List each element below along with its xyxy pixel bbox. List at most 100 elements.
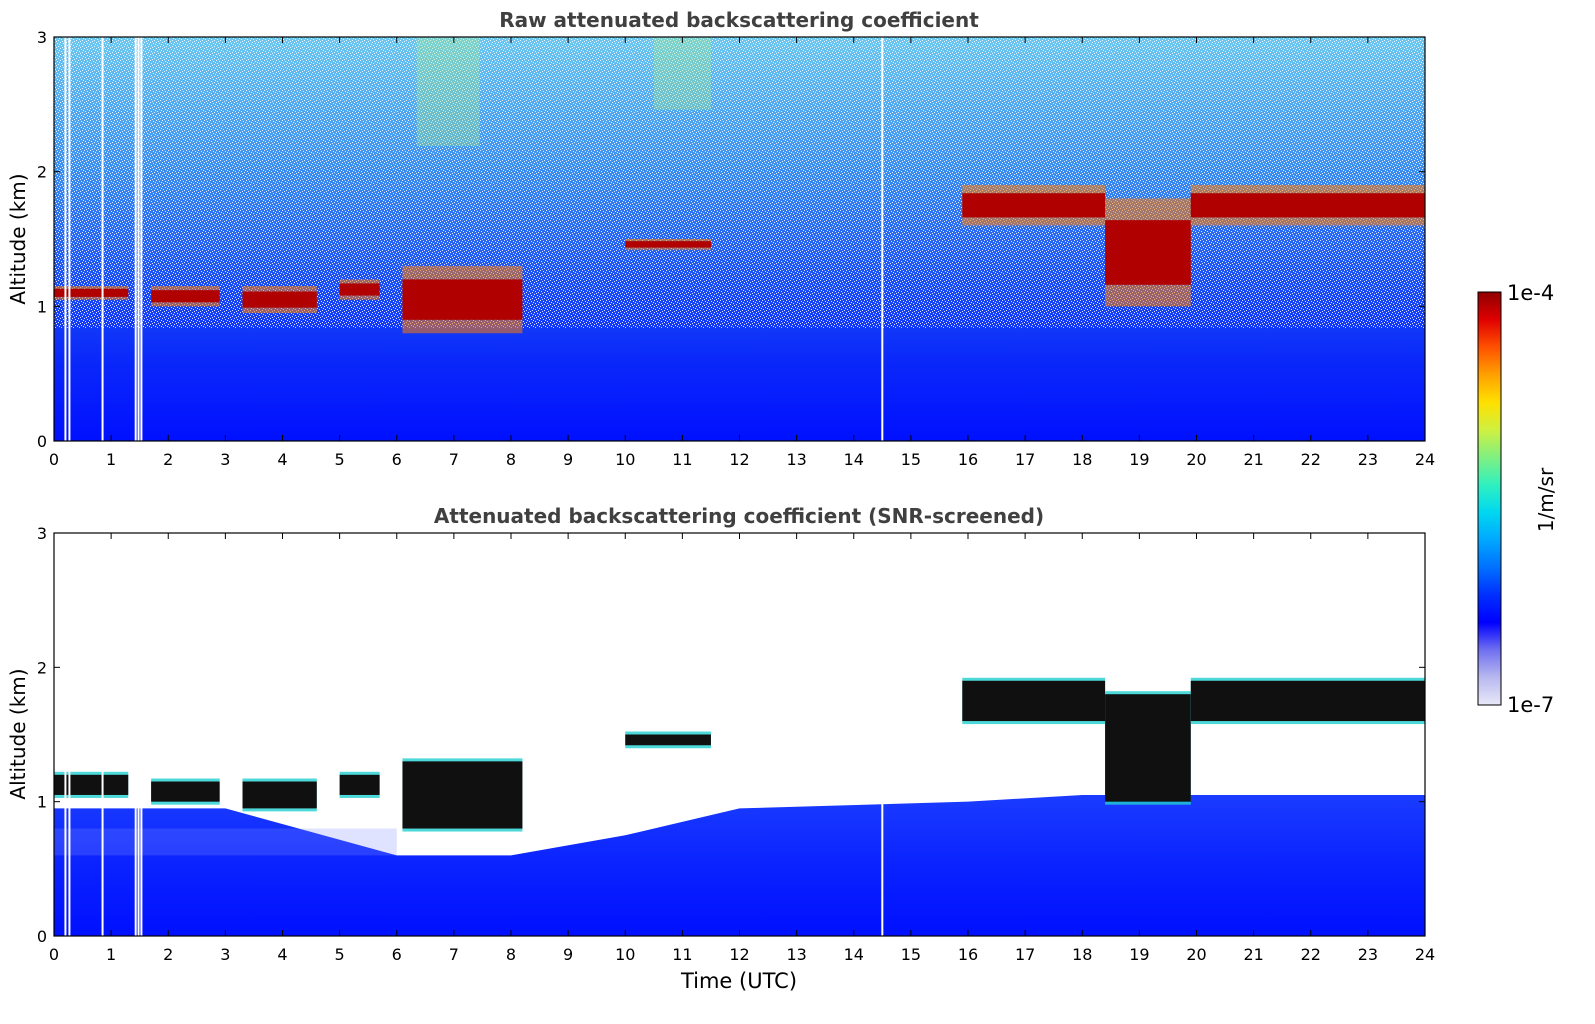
aerosol-band (54, 828, 397, 856)
x-tick-label: 8 (506, 945, 516, 964)
x-tick-label: 11 (672, 945, 692, 964)
data-gap (134, 533, 137, 936)
data-gap (68, 533, 71, 936)
data-gap (101, 37, 104, 441)
x-tick-label: 18 (1072, 945, 1092, 964)
x-tick-label: 15 (901, 945, 921, 964)
x-tick-label: 2 (163, 945, 173, 964)
y-tick-label: 3 (37, 28, 47, 47)
raw-backscatter-panel: 0 1 2 3 4 5 6 7 8 9 10 11 12 13 14 15 16 17 18 19 20 21 22 23 24… (37, 28, 1435, 469)
x-tick-label: 16 (958, 945, 978, 964)
x-tick-label: 19 (1129, 450, 1149, 469)
cloud-layer (54, 288, 129, 297)
x-tick-label: 19 (1129, 945, 1149, 964)
cloud-layer (242, 781, 317, 809)
x-tick-label: 22 (1301, 450, 1321, 469)
x-tick-label: 17 (1015, 945, 1035, 964)
x-tick-label: 0 (49, 450, 59, 469)
x-tick-label: 17 (1015, 450, 1035, 469)
screened-panel-ylabel: Altitude (km) (6, 668, 30, 799)
x-tick-label: 20 (1186, 450, 1206, 469)
screened-backscatter-panel: 0 1 2 3 4 5 6 7 8 9 10 11 12 13 14 15 16 17 18 19 20 21 22 23 24… (37, 524, 1435, 964)
x-tick-label: 1 (106, 945, 116, 964)
cloud-layer (1105, 220, 1191, 285)
x-tick-label: 14 (844, 945, 864, 964)
x-tick-label: 8 (506, 450, 516, 469)
screened-panel-title: Attenuated backscattering coefficient (S… (434, 504, 1044, 528)
x-tick-label: 6 (392, 945, 402, 964)
data-gap (137, 533, 140, 936)
x-tick-label: 3 (220, 945, 230, 964)
noise-speckle (54, 37, 1425, 328)
x-tick-label: 13 (786, 945, 806, 964)
shared-xlabel: Time (UTC) (680, 969, 797, 993)
colorbar: 1e-4 1e-7 1/m/sr (1477, 281, 1558, 717)
x-tick-label: 18 (1072, 450, 1092, 469)
x-tick-label: 1 (106, 450, 116, 469)
x-tick-label: 22 (1301, 945, 1321, 964)
x-tick-label: 9 (563, 945, 573, 964)
cloud-layer (54, 774, 129, 795)
x-tick-label: 0 (49, 945, 59, 964)
x-tick-label: 14 (844, 450, 864, 469)
data-gap (68, 37, 71, 441)
heatmap-field (54, 37, 1425, 441)
raw-panel-ylabel: Altitude (km) (6, 173, 30, 304)
x-tick-label: 12 (729, 945, 749, 964)
x-tick-label: 23 (1358, 945, 1378, 964)
x-tick-label: 3 (220, 450, 230, 469)
x-tick-label: 24 (1415, 450, 1435, 469)
x-tick-label: 4 (277, 450, 287, 469)
cloud-layer (625, 734, 711, 746)
y-tick-label: 0 (37, 927, 47, 946)
x-tick-label: 13 (786, 450, 806, 469)
data-gap (140, 533, 143, 936)
x-tick-label: 23 (1358, 450, 1378, 469)
x-tick-label: 4 (277, 945, 287, 964)
cloud-layer (242, 291, 317, 308)
cloud-layer (962, 193, 1106, 218)
cloud-layer (962, 680, 1106, 722)
cloud-layer (339, 774, 380, 795)
raw-panel-title: Raw attenuated backscattering coefficien… (499, 8, 979, 32)
cloud-layer (1190, 680, 1425, 722)
data-gap (881, 37, 884, 441)
y-tick-label: 1 (37, 793, 47, 812)
cloud-layer (1105, 694, 1191, 802)
data-gap (64, 533, 67, 936)
heatmap-field (54, 533, 1425, 936)
data-gap (134, 37, 137, 441)
x-tick-label: 10 (615, 945, 635, 964)
cloud-layer (402, 279, 523, 320)
colorbar-max-label: 1e-4 (1507, 281, 1554, 305)
y-tick-label: 3 (37, 524, 47, 543)
y-tick-label: 2 (37, 163, 47, 182)
x-tick-label: 5 (335, 450, 345, 469)
data-gap (101, 533, 104, 936)
colorbar-min-label: 1e-7 (1507, 693, 1554, 717)
x-tick-label: 16 (958, 450, 978, 469)
x-tick-label: 24 (1415, 945, 1435, 964)
y-tick-label: 0 (37, 432, 47, 451)
data-gap (140, 37, 143, 441)
x-tick-label: 10 (615, 450, 635, 469)
x-tick-label: 7 (449, 945, 459, 964)
x-tick-label: 12 (729, 450, 749, 469)
cloud-layer (402, 761, 523, 829)
cloud-layer (625, 241, 711, 248)
boundary-layer-signal (54, 794, 1425, 936)
x-tick-label: 20 (1186, 945, 1206, 964)
colorbar-gradient (1477, 291, 1502, 706)
data-gap (881, 533, 884, 936)
cloud-layer (151, 781, 220, 802)
colorbar-unit-label: 1/m/sr (1534, 467, 1558, 532)
x-tick-label: 21 (1243, 450, 1263, 469)
x-tick-label: 15 (901, 450, 921, 469)
data-gap (64, 37, 67, 441)
cloud-layer (339, 283, 380, 296)
y-tick-label: 1 (37, 297, 47, 316)
y-tick-label: 2 (37, 658, 47, 677)
noise-plume (416, 37, 480, 147)
x-tick-label: 7 (449, 450, 459, 469)
